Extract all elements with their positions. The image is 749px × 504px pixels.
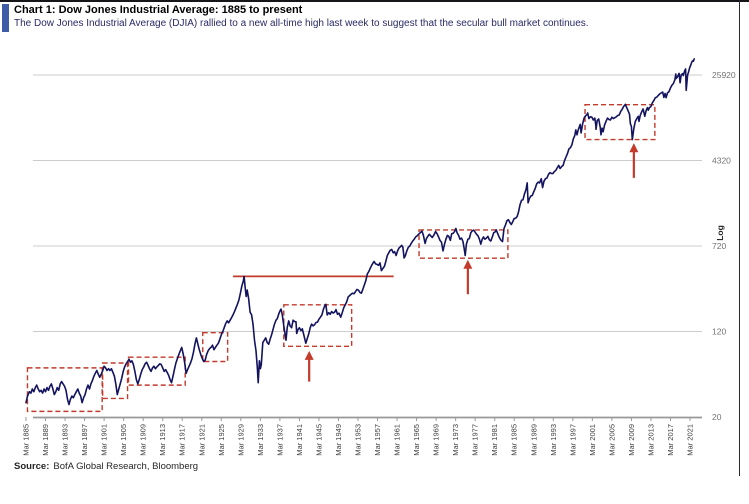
x-axis-tick-label: Mar 1885 (22, 424, 31, 456)
x-axis-tick-label: Mar 1893 (61, 424, 70, 456)
secular-range-box (283, 304, 353, 348)
x-axis-tick-label: Mar 2021 (686, 424, 695, 456)
x-axis-tick-label: Mar 1901 (100, 424, 109, 456)
secular-range-box (584, 104, 656, 141)
x-axis-tick-label: Mar 2009 (627, 424, 636, 456)
y-axis-tick-label: 4320 (712, 156, 731, 166)
djia-series-line (25, 58, 696, 406)
x-axis-tick-label: Mar 1929 (236, 424, 245, 456)
x-axis-tick-label: Mar 2005 (607, 424, 616, 456)
x-axis-tick-label: Mar 1981 (490, 424, 499, 456)
secular-range-box (101, 362, 129, 400)
chart-subtitle: The Dow Jones Industrial Average (DJIA) … (14, 18, 589, 29)
y-axis-tick-label: 25920 (712, 70, 736, 80)
secular-range-box (418, 229, 509, 259)
title-accent-bar (2, 4, 9, 32)
source-label: Source: (14, 461, 50, 472)
source-line: Source: BofA Global Research, Bloomberg (14, 461, 198, 472)
y-axis-tick-label: 720 (712, 241, 726, 251)
page-right-border (739, 0, 740, 476)
secular-low-arrow-head (463, 259, 473, 269)
x-axis-tick-label: Mar 1933 (256, 424, 265, 456)
x-axis-tick-label: Mar 1925 (217, 424, 226, 456)
source-text: BofA Global Research, Bloomberg (53, 461, 199, 472)
x-axis-tick-label: Mar 2017 (666, 424, 675, 456)
log-scale-label: Log (715, 225, 725, 241)
x-axis-tick-label: Mar 1989 (529, 424, 538, 456)
secular-low-arrow-head (304, 350, 314, 360)
x-axis-tick-label: Mar 1937 (275, 424, 284, 456)
secular-range-box (202, 332, 229, 363)
secular-low-arrow-head (629, 143, 639, 153)
x-axis-tick-label: Mar 1921 (197, 424, 206, 456)
secular-range-box (127, 356, 186, 386)
x-axis-tick-label: Mar 1917 (178, 424, 187, 456)
x-axis-tick-label: Mar 1897 (80, 424, 89, 456)
x-axis-tick-label: Mar 1889 (41, 424, 50, 456)
x-axis-tick-label: Mar 1905 (119, 424, 128, 456)
x-axis-tick-label: Mar 1977 (471, 424, 480, 456)
x-axis-tick-label: Mar 2013 (646, 424, 655, 456)
x-axis-tick-label: Mar 1913 (158, 424, 167, 456)
secular-range-box (26, 367, 103, 413)
page-top-border (0, 0, 749, 2)
x-axis-tick-label: Mar 1949 (334, 424, 343, 456)
x-axis-tick-label: Mar 1961 (393, 424, 402, 456)
x-axis-tick-label: Mar 1953 (354, 424, 363, 456)
x-axis-tick-label: Mar 1985 (510, 424, 519, 456)
x-axis-tick-label: Mar 1909 (139, 424, 148, 456)
y-axis-tick-label: 20 (712, 412, 722, 422)
chart-title: Chart 1: Dow Jones Industrial Average: 1… (14, 4, 303, 16)
x-axis-tick-label: Mar 1969 (432, 424, 441, 456)
x-axis-tick-label: Mar 1997 (568, 424, 577, 456)
x-axis-tick-label: Mar 1957 (373, 424, 382, 456)
x-axis-tick-label: Mar 1941 (295, 424, 304, 456)
x-axis-tick-label: Mar 1973 (451, 424, 460, 456)
y-axis-tick-label: 120 (712, 327, 726, 337)
x-axis-tick-label: Mar 1965 (412, 424, 421, 456)
x-axis-tick-label: Mar 2001 (588, 424, 597, 456)
x-axis-tick-label: Mar 1993 (549, 424, 558, 456)
chart-header: Chart 1: Dow Jones Industrial Average: 1… (2, 3, 589, 32)
x-axis-tick-label: Mar 1945 (314, 424, 323, 456)
